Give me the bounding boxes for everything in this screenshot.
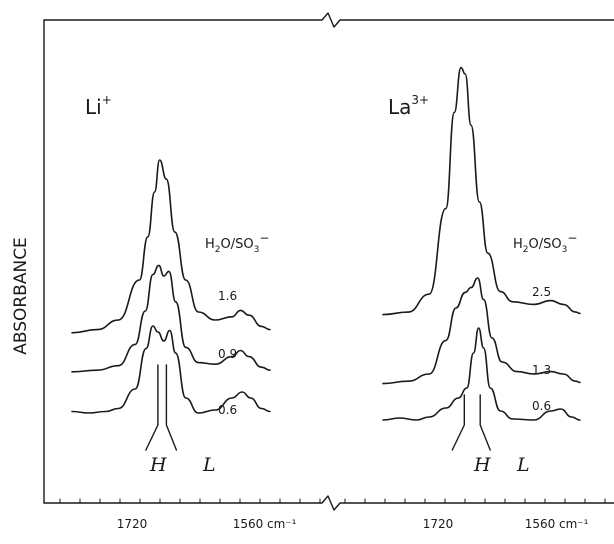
left-spectrum-line-1 [71, 159, 271, 334]
y-axis-label: ABSORBANCE [11, 237, 31, 355]
x-tick-label-left-1720: 1720 [117, 517, 148, 531]
panel-right-ratio-header: H2O/SO3− [513, 231, 577, 255]
panel-left-ion-label: Li+ [85, 93, 112, 119]
left-spectrum-line-2 [71, 264, 271, 373]
left-marker-h-line [145, 364, 159, 451]
x-tick-labels: 1720 1560 cm⁻¹ 1720 1560 cm⁻¹ [117, 517, 589, 531]
left-marker-l-line [165, 364, 178, 451]
right-spectrum-line-2 [382, 277, 581, 385]
right-marker-h-line [451, 394, 465, 451]
left-series-label-1: 1.6 [218, 289, 237, 303]
left-series-label-3: 0.6 [218, 403, 237, 417]
right-marker-l-label: L [516, 454, 530, 476]
right-series-label-3: 0.6 [532, 399, 551, 413]
frame-bottom-border [43, 495, 614, 511]
x-tick-label-left-1560: 1560 [233, 517, 264, 531]
frame-top-border [43, 12, 614, 28]
left-marker-h-label: H [149, 454, 167, 476]
chart-marks [59, 66, 606, 504]
right-marker-h-label: H [473, 454, 491, 476]
right-series-label-1: 2.5 [532, 285, 551, 299]
panel-left-ratio-header: H2O/SO3− [205, 231, 269, 255]
left-series-label-2: 0.9 [218, 347, 237, 361]
right-spectrum-line-1 [382, 66, 581, 316]
right-series-label-2: 1.3 [532, 363, 551, 377]
x-tick-unit-left: cm⁻¹ [267, 517, 297, 531]
left-spectrum-line-3 [71, 325, 271, 414]
right-marker-l-line [479, 394, 491, 451]
left-marker-l-label: L [202, 454, 216, 476]
x-tick-label-right-1720: 1720 [423, 517, 454, 531]
x-tick-unit-right: cm⁻¹ [559, 517, 589, 531]
panel-right-ion-label: La3+ [388, 93, 429, 119]
right-spectrum-line-3 [382, 327, 581, 421]
x-tick-label-right-1560: 1560 [525, 517, 556, 531]
